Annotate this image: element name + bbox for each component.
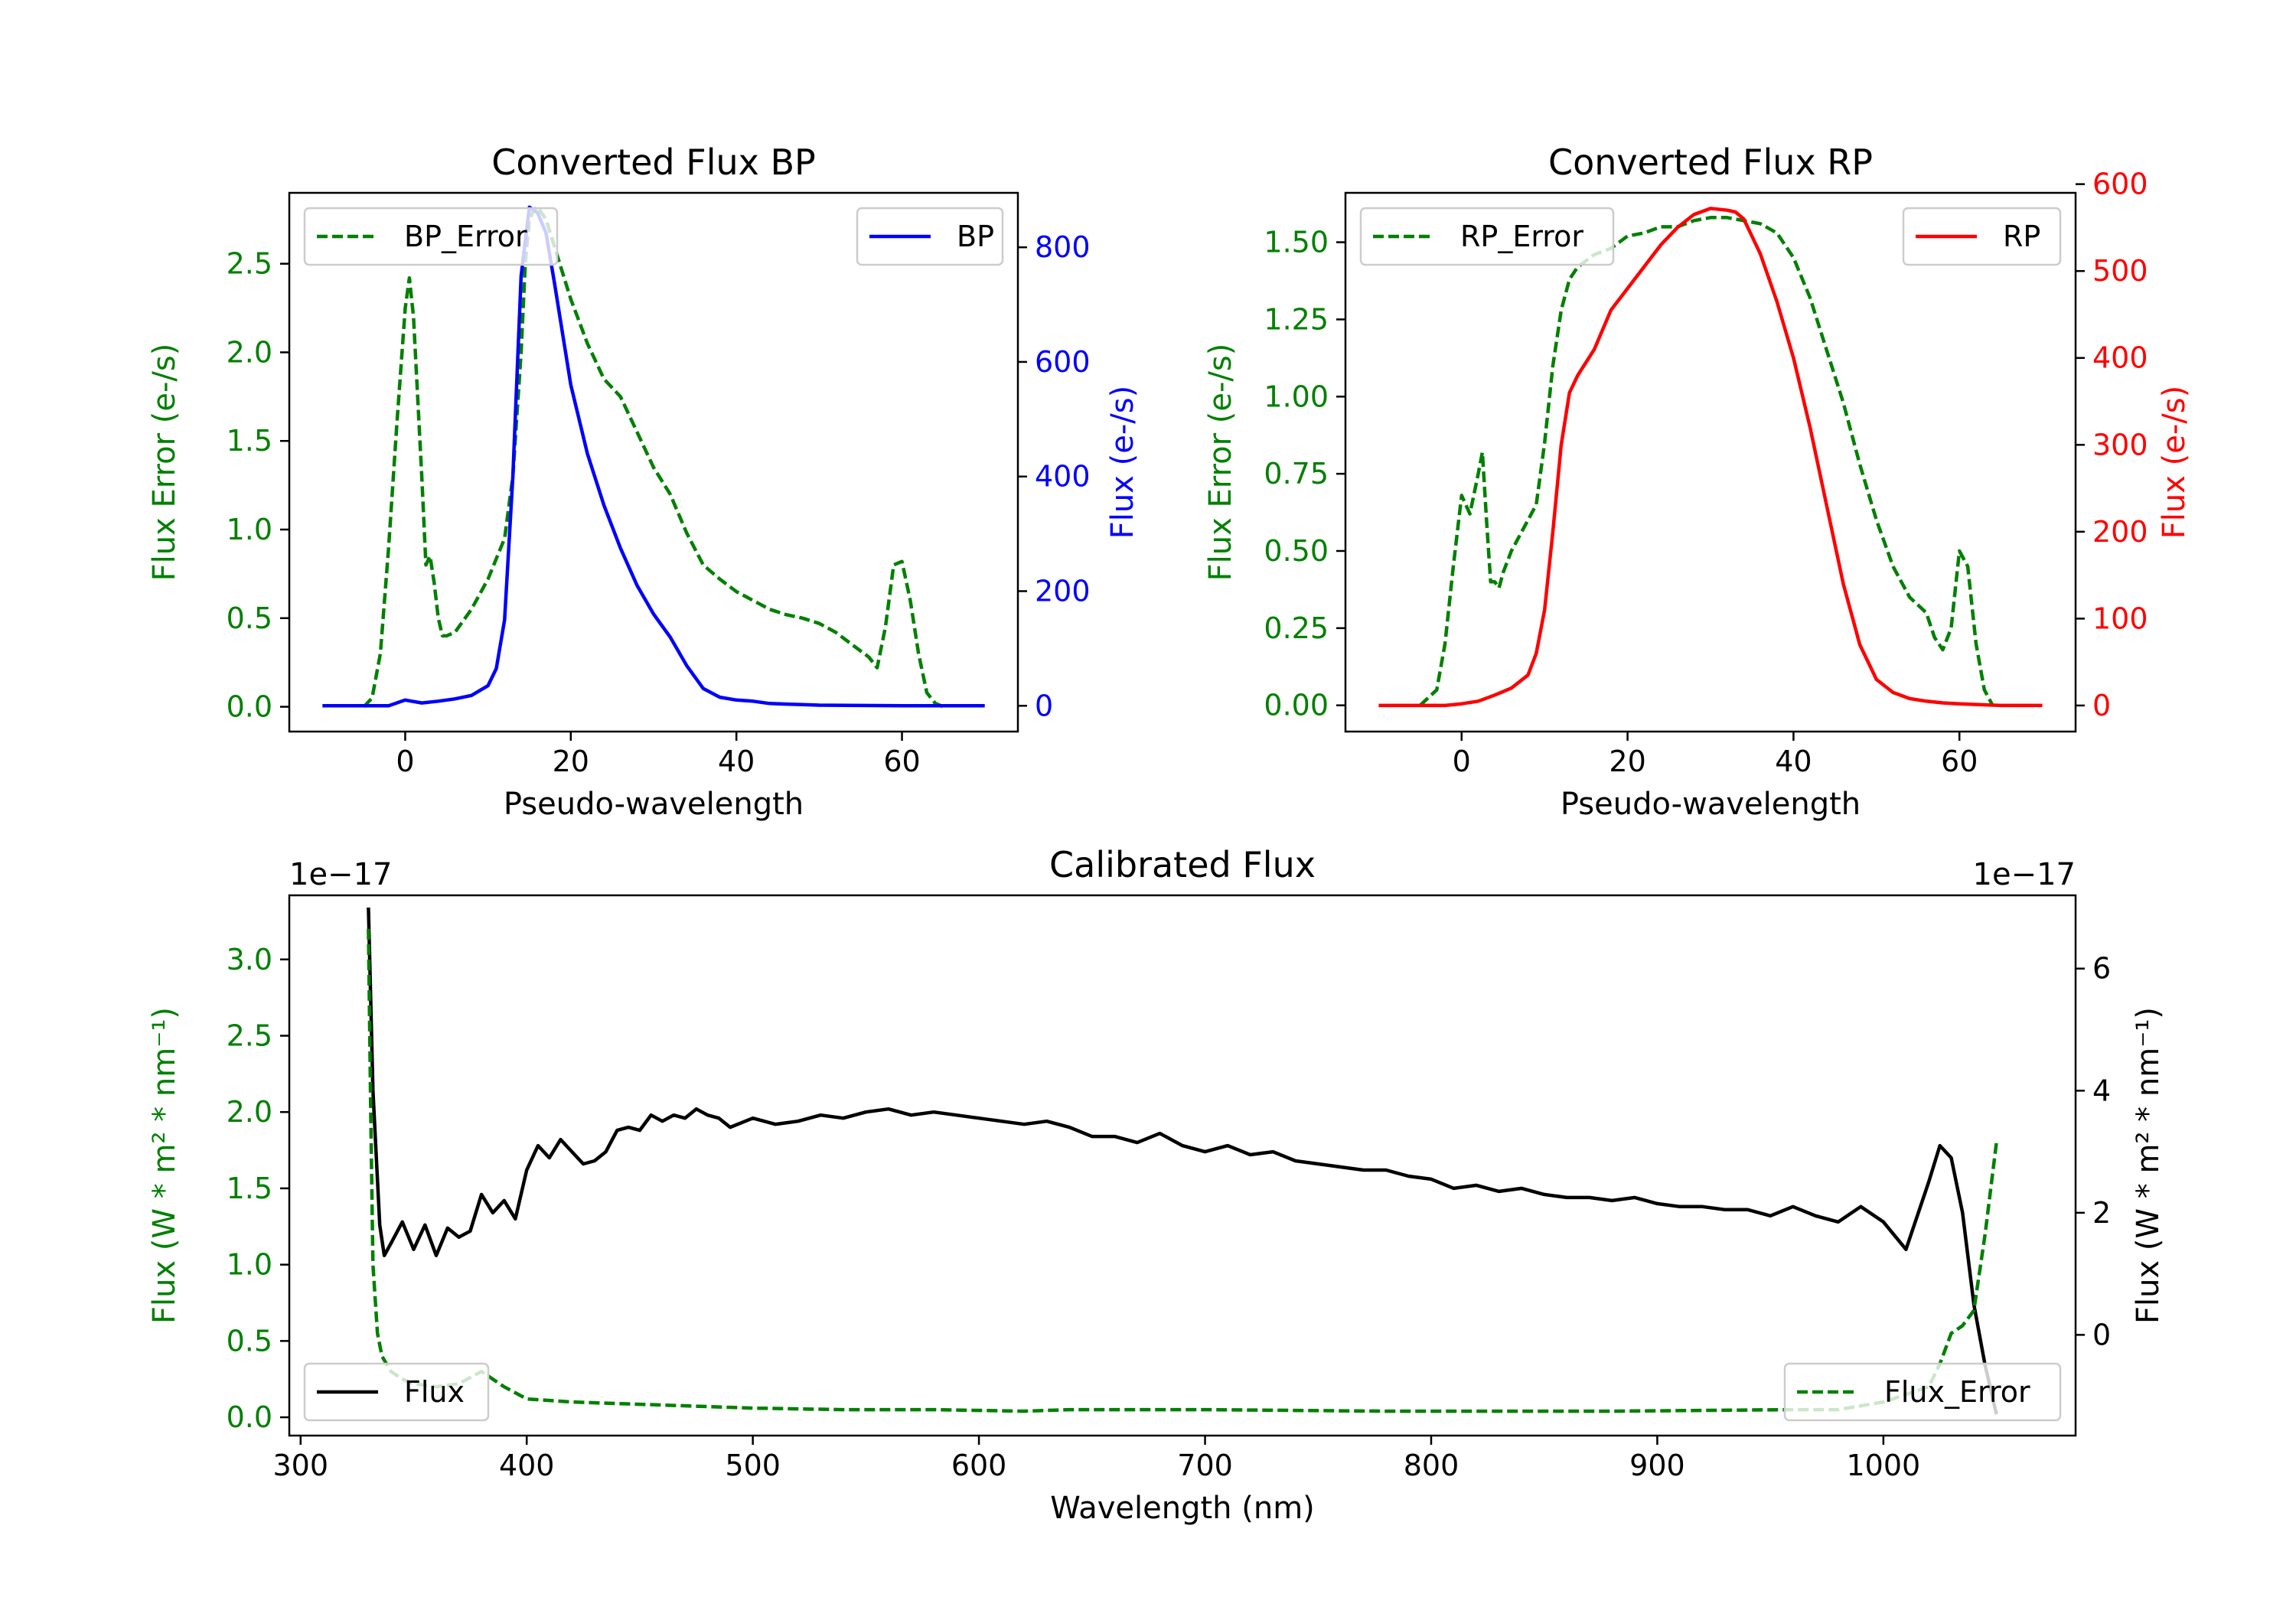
- legend-box: [1783, 1362, 2062, 1422]
- chart-title: Converted Flux BP: [491, 142, 816, 183]
- x-tick-label: 300: [273, 1449, 329, 1482]
- legend-bp: BP: [856, 207, 1004, 266]
- y-left-tick-label: 0.5: [227, 1324, 272, 1358]
- y-left-axis-label: Flux Error (e-/s): [147, 344, 182, 582]
- y-left-tick-label: 3.0: [227, 943, 272, 976]
- y-right-tick-label: 0: [2092, 1318, 2111, 1351]
- x-tick-label: 1000: [1847, 1449, 1921, 1482]
- y-right-tick-label: 200: [1035, 575, 1091, 608]
- y-left-axis-label: Flux (W * m² * nm⁻¹): [147, 1007, 182, 1324]
- x-tick-label: 900: [1629, 1449, 1685, 1482]
- y-right-offset-label: 1e−17: [1973, 857, 2076, 892]
- plot-frame: [288, 191, 1019, 733]
- y-left-tick-label: 2.0: [227, 335, 272, 369]
- legend-box: [1902, 207, 2062, 266]
- plot-frame: [1344, 191, 2077, 733]
- legend-flux: Flux: [303, 1362, 490, 1422]
- y-right-tick-label: 4: [2092, 1074, 2111, 1107]
- x-tick-label: 600: [951, 1449, 1007, 1482]
- y-left-tick-label: 2.0: [227, 1095, 272, 1129]
- legend-flux-error: Flux_Error: [1783, 1362, 2062, 1422]
- y-left-tick-label: 0.50: [1264, 534, 1329, 568]
- x-tick-label: 60: [883, 745, 920, 778]
- plot-frame: [288, 894, 2077, 1437]
- x-tick-label: 20: [1609, 745, 1645, 778]
- y-right-tick-label: 400: [1035, 460, 1091, 494]
- x-tick-label: 20: [553, 745, 589, 778]
- series-line-bp-error: [362, 205, 944, 709]
- y-left-tick-label: 2.5: [227, 1019, 272, 1052]
- y-right-tick-label: 600: [2092, 168, 2148, 201]
- legend-box: [303, 207, 559, 266]
- y-left-tick-label: 1.0: [227, 513, 272, 546]
- y-right-axis-label: Flux (e-/s): [1105, 386, 1140, 539]
- y-right-tick-label: 200: [2092, 515, 2148, 549]
- y-right-tick-label: 400: [2092, 341, 2148, 375]
- y-left-tick-label: 0.0: [227, 1400, 272, 1434]
- y-left-tick-label: 1.25: [1264, 302, 1329, 336]
- chart-title: Calibrated Flux: [1049, 844, 1316, 885]
- y-left-tick-label: 0.0: [227, 690, 272, 724]
- chart-2: 0 20 40 60 0.00 0.25 0.50 0.75 1.00 1.25 1.50 0 100 2…: [1203, 142, 2192, 822]
- y-right-tick-label: 600: [1035, 345, 1091, 379]
- chart-title: Converted Flux RP: [1548, 142, 1873, 183]
- y-left-tick-label: 0.25: [1264, 611, 1329, 645]
- y-left-axis-label: Flux Error (e-/s): [1203, 344, 1238, 582]
- legend-label: Flux_Error: [1884, 1375, 2030, 1409]
- x-tick-label: 500: [725, 1449, 781, 1482]
- series-line-rp: [1378, 207, 2043, 708]
- legend-box: [303, 1362, 490, 1422]
- legend-label: RP_Error: [1460, 220, 1583, 253]
- y-right-tick-label: 0: [2092, 689, 2111, 722]
- series-line-flux-error: [367, 928, 1998, 1413]
- x-tick-label: 400: [499, 1449, 555, 1482]
- chart-3: 300 400 500 600 700 800 900 1000 0.0 0.5 1.0 1.5 2.0…: [147, 844, 2166, 1526]
- x-tick-label: 60: [1941, 745, 1978, 778]
- x-tick-label: 40: [1775, 745, 1812, 778]
- legend-bp-error: BP_Error: [303, 207, 559, 266]
- legend-label: BP: [957, 220, 994, 253]
- x-tick-label: 0: [1453, 745, 1471, 778]
- legend-label: Flux: [404, 1375, 465, 1409]
- y-left-tick-label: 1.5: [227, 1172, 272, 1205]
- y-left-tick-label: 1.50: [1264, 226, 1329, 259]
- legend-rp-error: RP_Error: [1359, 207, 1615, 266]
- y-left-tick-label: 0.5: [227, 601, 272, 635]
- y-left-tick-label: 1.5: [227, 424, 272, 458]
- series-line-bp: [322, 205, 985, 708]
- y-right-axis-label: Flux (e-/s): [2157, 386, 2192, 539]
- series-line-flux: [367, 907, 1998, 1415]
- y-right-axis-label: Flux (W * m² * nm⁻¹): [2131, 1007, 2166, 1324]
- x-axis-label: Pseudo-wavelength: [1561, 787, 1861, 822]
- x-tick-label: 0: [396, 745, 414, 778]
- y-right-tick-label: 2: [2092, 1196, 2111, 1230]
- legend-box: [1359, 207, 1615, 266]
- y-right-tick-label: 0: [1035, 689, 1053, 722]
- y-left-tick-label: 0.00: [1264, 689, 1329, 722]
- y-right-tick-label: 6: [2092, 952, 2111, 986]
- x-tick-label: 800: [1404, 1449, 1459, 1482]
- y-left-tick-label: 0.75: [1264, 457, 1329, 491]
- y-left-offset-label: 1e−17: [289, 857, 392, 892]
- series-line-rp-error: [1419, 216, 1994, 707]
- legend-label: RP: [2003, 220, 2040, 253]
- chart-1: 0 20 40 60 0.0 0.5 1.0 1.5 2.0 2.5 0 200 400 600 800 Co…: [147, 142, 1140, 822]
- legend-label: BP_Error: [404, 220, 527, 253]
- y-right-tick-label: 800: [1035, 230, 1091, 264]
- legend-rp: RP: [1902, 207, 2062, 266]
- x-tick-label: 40: [718, 745, 755, 778]
- x-axis-label: Pseudo-wavelength: [504, 787, 804, 822]
- x-tick-label: 700: [1177, 1449, 1233, 1482]
- x-axis-label: Wavelength (nm): [1050, 1491, 1315, 1526]
- y-left-tick-label: 2.5: [227, 247, 272, 281]
- y-left-tick-label: 1.00: [1264, 380, 1329, 413]
- y-left-tick-label: 1.0: [227, 1248, 272, 1282]
- y-right-tick-label: 500: [2092, 254, 2148, 288]
- y-right-tick-label: 300: [2092, 428, 2148, 461]
- y-right-tick-label: 100: [2092, 601, 2148, 635]
